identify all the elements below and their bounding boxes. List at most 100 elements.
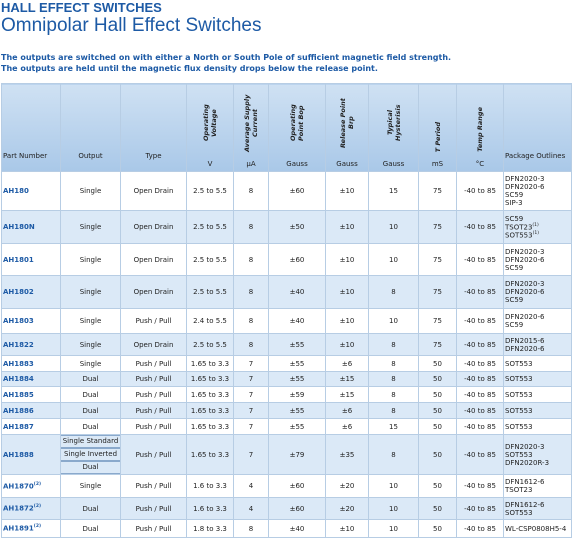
cell-text: 75 bbox=[433, 288, 442, 296]
table-cell: AH180 bbox=[1, 171, 61, 211]
table-cell: 50 bbox=[418, 497, 457, 520]
table-cell: 2.5 to 5.5 bbox=[186, 333, 234, 356]
cell-text: -40 to 85 bbox=[464, 223, 496, 231]
title: Omnipolar Hall Effect Switches bbox=[1, 15, 262, 36]
cell-text: 50 bbox=[433, 422, 442, 431]
table-cell: 8 bbox=[233, 243, 269, 276]
table-row: AH1872(2) Dual Push / Pull 1.6 to 3.3 4 ±60 ±2… bbox=[1, 497, 572, 520]
cell-text: ±10 bbox=[339, 187, 355, 195]
table-cell: DFN2020-3 SOT553 DFN2020R-3 bbox=[503, 434, 572, 475]
cell-text: ±20 bbox=[339, 504, 355, 513]
package: DFN2015-6 bbox=[505, 337, 570, 345]
table-cell: -40 to 85 bbox=[456, 474, 504, 498]
cell-text: 1.6 to 3.3 bbox=[193, 504, 227, 513]
column-label: Type bbox=[145, 152, 162, 160]
part-number: AH1883 bbox=[3, 359, 34, 368]
cell-text: 75 bbox=[433, 317, 442, 325]
table-cell: -40 to 85 bbox=[456, 355, 504, 372]
cell-text: ±60 bbox=[289, 187, 305, 195]
package-name: SC59 bbox=[505, 191, 524, 199]
table-cell: ±40 bbox=[268, 519, 326, 538]
table-cell: ±10 bbox=[325, 519, 369, 538]
package-name: DFN2020-6 bbox=[505, 255, 545, 264]
package-name: DFN2020-3 bbox=[505, 175, 545, 183]
table-cell: SOT553 bbox=[503, 386, 572, 403]
cell-text: 1.65 to 3.3 bbox=[190, 359, 230, 368]
package: WL-CSP0808H5-4 bbox=[505, 525, 570, 533]
table-cell: 10 bbox=[368, 308, 419, 334]
cell-text: 2.5 to 5.5 bbox=[193, 255, 227, 264]
package-name: SOT553 bbox=[505, 390, 533, 399]
cell-text: ±10 bbox=[339, 340, 355, 349]
cell-text: -40 to 85 bbox=[464, 317, 496, 325]
output: Single bbox=[79, 340, 102, 349]
table-cell: AH1887 bbox=[1, 418, 61, 435]
table-row: AH1887 Dual Push / Pull 1.65 to 3.3 7 ±55 ±6 15… bbox=[1, 418, 572, 435]
table-cell: AH1883 bbox=[1, 355, 61, 372]
column-header: Temp Range °C bbox=[456, 83, 504, 172]
cell-text: 8 bbox=[248, 340, 254, 349]
table-row: AH1870(2) Single Push / Pull 1.6 to 3.3 4 ±60… bbox=[1, 474, 572, 498]
intro-line: The outputs are switched on with either … bbox=[1, 53, 452, 62]
spec-table: Part Number Output Type Operating Voltage V A… bbox=[1, 83, 572, 538]
package-name: SOT553 bbox=[505, 422, 533, 431]
table-cell: 4 bbox=[233, 497, 269, 520]
cell-text: 7 bbox=[248, 375, 254, 383]
column-label: Output bbox=[78, 152, 103, 160]
table-cell: AH1888 bbox=[1, 434, 61, 475]
table-cell: 8 bbox=[233, 171, 269, 211]
package: SC59 bbox=[505, 264, 570, 272]
package-name: SC59 bbox=[505, 263, 524, 272]
output: Dual bbox=[82, 504, 99, 513]
package-name: DFN2020-6 bbox=[505, 313, 545, 321]
cell-text: 50 bbox=[433, 482, 442, 490]
table-cell: DFN2020-3 DFN2020-6 SC59 bbox=[503, 243, 572, 276]
cell-text: Open Drain bbox=[133, 187, 174, 195]
cell-text: 10 bbox=[389, 317, 398, 325]
table-cell: Single bbox=[60, 210, 121, 244]
cell-text: 15 bbox=[389, 422, 398, 431]
table-cell: Push / Pull bbox=[120, 402, 187, 419]
package: DFN2020-6 bbox=[505, 313, 570, 321]
part-number: AH180 bbox=[3, 187, 29, 195]
table-cell: AH180N bbox=[1, 210, 61, 244]
table-cell: 8 bbox=[368, 402, 419, 419]
table-cell: ±15 bbox=[325, 386, 369, 403]
table-cell: Push / Pull bbox=[120, 418, 187, 435]
column-unit: Gauss bbox=[286, 160, 308, 168]
cell-text: ±35 bbox=[339, 450, 355, 459]
cell-text: -40 to 85 bbox=[464, 504, 496, 513]
output: Single bbox=[79, 482, 102, 490]
cell-text: 75 bbox=[433, 187, 442, 195]
table-cell: AH1886 bbox=[1, 402, 61, 419]
table-cell: Push / Pull bbox=[120, 497, 187, 520]
table-cell: SOT553 bbox=[503, 371, 572, 387]
table-cell: ±59 bbox=[268, 386, 326, 403]
column-header: Part Number bbox=[1, 83, 61, 172]
output: Dual bbox=[61, 461, 120, 474]
output: Single bbox=[79, 288, 102, 296]
table-cell: 1.65 to 3.3 bbox=[186, 371, 234, 387]
table-cell: SC59 TSOT23(1) SOT553(1) bbox=[503, 210, 572, 244]
part-number: AH1801 bbox=[3, 255, 34, 264]
package: SC59 bbox=[505, 215, 570, 223]
table-cell: -40 to 85 bbox=[456, 418, 504, 435]
cell-text: Push / Pull bbox=[135, 422, 172, 431]
table-cell: Dual bbox=[60, 418, 121, 435]
cell-text: 8 bbox=[391, 359, 396, 368]
output: Dual bbox=[82, 524, 99, 533]
column-label: T Period bbox=[433, 121, 442, 152]
table-cell: DFN2015-6 DFN2020-6 bbox=[503, 333, 572, 356]
cell-text: 75 bbox=[433, 340, 442, 349]
table-cell: Push / Pull bbox=[120, 519, 187, 538]
cell-text: -40 to 85 bbox=[464, 524, 496, 533]
table-cell: 7 bbox=[233, 418, 269, 435]
package-name: SC59 bbox=[505, 296, 524, 304]
table-cell: ±6 bbox=[325, 355, 369, 372]
table-cell: Open Drain bbox=[120, 333, 187, 356]
cell-text: 8 bbox=[248, 317, 254, 325]
package-name: DFN1612-6 bbox=[505, 478, 545, 486]
table-cell: Push / Pull bbox=[120, 371, 187, 387]
table-cell: Single bbox=[60, 308, 121, 334]
table-cell: ±60 bbox=[268, 497, 326, 520]
